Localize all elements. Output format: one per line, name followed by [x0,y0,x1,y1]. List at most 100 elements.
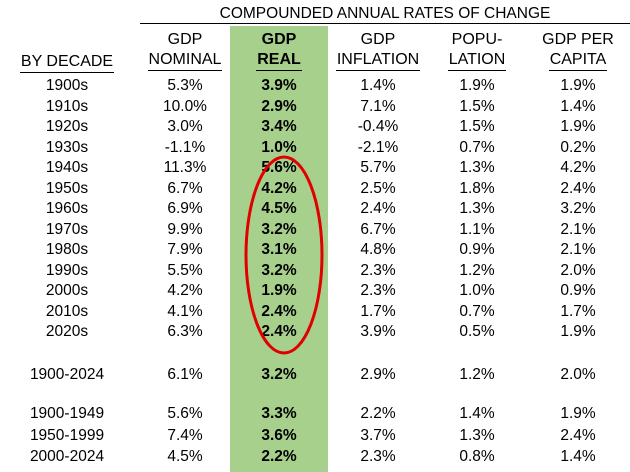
cell-label: 1930s [45,138,89,156]
cell-gdp-real: 2.2% [261,448,297,465]
cell-gdp-per-capita: 4.2% [560,159,596,176]
cell-label: 1960s [45,200,89,217]
cell-gdp-per-capita: 1.9% [560,405,596,422]
cell-gdp-per-capita: 2.4% [560,426,596,444]
cell-label: 1900s [45,77,89,94]
cell-gdp-inflation: 4.8% [360,241,396,258]
cell-gdp-inflation: -2.1% [357,138,399,156]
cell-gdp-per-capita: 2.4% [560,179,596,197]
cell-gdp-inflation: 2.3% [360,448,396,465]
cell-gdp-real: 5.6% [261,159,297,176]
cell-gdp-nominal: 7.9% [167,241,203,258]
cell-gdp-real: 2.4% [261,302,297,320]
cell-gdp-inflation: 1.7% [360,302,396,320]
cell-gdp-inflation: 7.1% [360,97,396,115]
cell-gdp-inflation: 1.4% [360,77,396,94]
cell-gdp-real: 2.9% [261,97,297,115]
cell-gdp-inflation: 3.7% [360,426,396,444]
cell-gdp-nominal: 3.0% [167,118,203,135]
cell-gdp-per-capita: 0.9% [560,282,596,299]
super-header: COMPOUNDED ANNUAL RATES OF CHANGE [219,5,551,22]
cell-gdp-per-capita: 1.9% [560,118,596,135]
cell-population: 1.3% [459,159,495,176]
cell-gdp-real: 3.3% [261,405,297,422]
cell-gdp-nominal: 9.9% [167,220,203,238]
cell-gdp-real: 3.6% [261,426,297,444]
cell-gdp-nominal: 11.3% [163,159,207,176]
cell-population: 1.4% [459,405,495,422]
cell-label: 1990s [45,261,89,279]
cell-label: 1940s [45,159,89,176]
cell-population: 1.2% [459,261,495,279]
cell-label: 1900-1949 [29,405,105,422]
cell-population: 1.0% [459,282,495,299]
cell-label: 2010s [45,302,89,320]
cell-label: 2000-2024 [29,448,105,465]
cell-gdp-per-capita: 1.4% [560,97,596,115]
cell-label: 1910s [45,97,89,115]
super-header-rule [140,23,630,24]
cell-population: 0.7% [459,138,495,156]
cell-population: 1.5% [459,118,495,135]
cell-gdp-inflation: 2.3% [360,282,396,299]
cell-gdp-per-capita: 0.2% [560,138,596,156]
cell-population: 1.3% [459,200,495,217]
cell-gdp-inflation: 2.2% [360,405,396,422]
cell-gdp-real: 3.2% [261,366,297,383]
header-population: POPU- LATION [428,30,526,71]
cell-gdp-real: 3.1% [261,241,297,258]
cell-gdp-real: 2.4% [261,323,297,340]
cell-gdp-real: 3.2% [261,261,297,279]
cell-population: 0.7% [459,302,495,320]
cell-label: 2000s [45,282,89,299]
cell-gdp-per-capita: 1.4% [560,448,596,465]
cell-gdp-per-capita: 1.9% [560,77,596,94]
cell-gdp-nominal: 5.6% [167,405,203,422]
cell-gdp-real: 3.4% [261,118,297,135]
cell-population: 1.2% [459,366,495,383]
cell-gdp-real: 1.9% [261,282,297,299]
cell-gdp-inflation: 6.7% [360,220,396,238]
cell-gdp-real: 4.5% [261,200,297,217]
cell-gdp-nominal: 4.1% [167,302,203,320]
cell-gdp-inflation: -0.4% [357,118,399,135]
cell-label: 1920s [45,118,89,135]
cell-population: 0.8% [459,448,495,465]
cell-population: 1.9% [459,77,495,94]
cell-gdp-real: 3.2% [261,220,297,238]
cell-gdp-inflation: 3.9% [360,323,396,340]
cell-gdp-inflation: 2.3% [360,261,396,279]
cell-gdp-real: 4.2% [261,179,297,197]
cell-gdp-per-capita: 1.9% [560,323,596,340]
cell-population: 1.5% [459,97,495,115]
cell-label: 1950-1999 [29,426,105,444]
header-gdp-per-capita: GDP PER CAPITA [526,30,630,71]
cell-gdp-per-capita: 2.0% [560,366,596,383]
cell-gdp-nominal: 6.7% [167,179,203,197]
cell-gdp-per-capita: 2.0% [560,261,596,279]
cell-population: 1.3% [459,426,495,444]
cell-gdp-nominal: 4.5% [167,448,203,465]
cell-population: 1.1% [459,220,495,238]
cell-gdp-nominal: 10.0% [163,97,207,115]
cell-gdp-real: 3.9% [261,77,297,94]
cell-population: 0.5% [459,323,495,340]
cell-gdp-inflation: 2.5% [360,179,396,197]
cell-gdp-inflation: 2.9% [360,366,396,383]
header-gdp-nominal: GDP NOMINAL [140,30,230,71]
cell-gdp-per-capita: 2.1% [560,241,596,258]
cell-gdp-real: 1.0% [261,138,297,156]
cell-gdp-inflation: 2.4% [360,200,396,217]
cell-gdp-nominal: 7.4% [167,426,203,444]
cell-gdp-per-capita: 3.2% [560,200,596,217]
header-gdp-inflation: GDP INFLATION [328,30,428,71]
cell-gdp-nominal: 6.1% [167,366,203,383]
cell-gdp-nominal: 4.2% [167,282,203,299]
cell-label: 2020s [45,323,89,340]
cell-label: 1980s [45,241,89,258]
cell-population: 1.8% [459,179,495,197]
cell-gdp-nominal: -1.1% [164,138,206,156]
cell-gdp-nominal: 6.3% [167,323,203,340]
cell-gdp-nominal: 5.3% [167,77,203,94]
cell-label: 1900-2024 [29,366,105,383]
